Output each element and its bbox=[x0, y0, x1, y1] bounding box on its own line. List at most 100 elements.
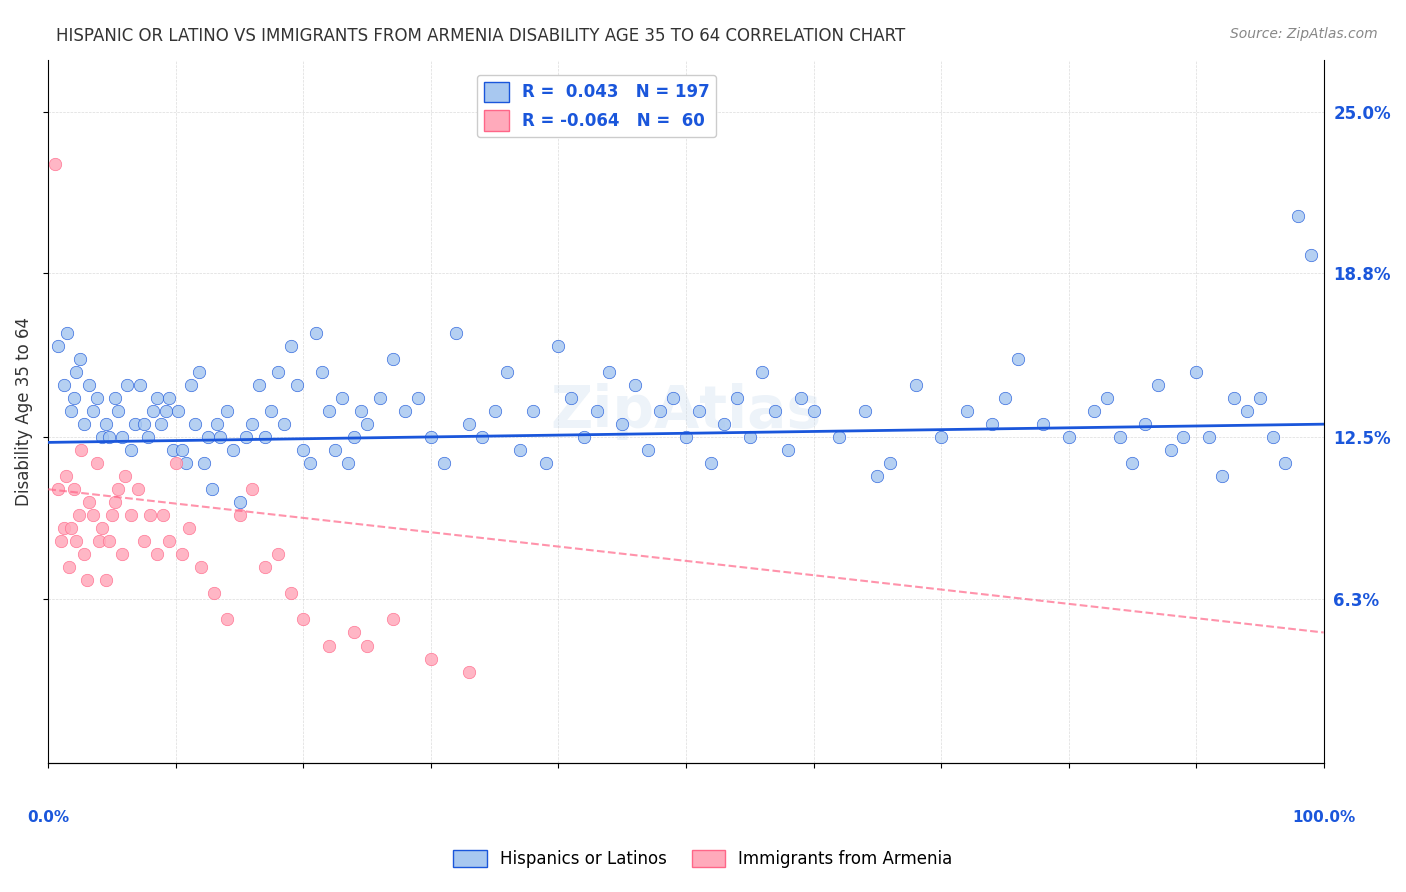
Point bbox=[117, 378, 139, 392]
Point bbox=[955, 404, 977, 418]
Point bbox=[145, 547, 167, 561]
Point bbox=[120, 443, 142, 458]
Point bbox=[56, 326, 79, 340]
Point bbox=[129, 378, 152, 392]
Point bbox=[828, 430, 851, 444]
Point bbox=[111, 430, 134, 444]
Point bbox=[86, 391, 108, 405]
Point bbox=[1083, 404, 1105, 418]
Point bbox=[1261, 430, 1284, 444]
Text: 100.0%: 100.0% bbox=[1292, 810, 1355, 824]
Point bbox=[89, 534, 111, 549]
Point bbox=[77, 495, 100, 509]
Point bbox=[763, 404, 786, 418]
Point bbox=[172, 547, 194, 561]
Point bbox=[82, 508, 104, 523]
Point bbox=[215, 612, 238, 626]
Point bbox=[337, 456, 360, 470]
Point bbox=[94, 574, 117, 588]
Point bbox=[202, 586, 225, 600]
Point bbox=[560, 391, 582, 405]
Point bbox=[292, 612, 315, 626]
Point bbox=[49, 534, 72, 549]
Point bbox=[65, 534, 87, 549]
Point bbox=[104, 391, 127, 405]
Point bbox=[547, 339, 569, 353]
Point bbox=[152, 508, 174, 523]
Point bbox=[240, 417, 263, 432]
Point bbox=[73, 547, 96, 561]
Point bbox=[662, 391, 685, 405]
Point bbox=[1286, 209, 1309, 223]
Point bbox=[94, 417, 117, 432]
Point bbox=[624, 378, 647, 392]
Point bbox=[107, 483, 129, 497]
Point bbox=[458, 665, 481, 679]
Point bbox=[267, 547, 290, 561]
Y-axis label: Disability Age 35 to 64: Disability Age 35 to 64 bbox=[15, 317, 32, 506]
Point bbox=[172, 443, 194, 458]
Point bbox=[174, 456, 197, 470]
Point bbox=[1223, 391, 1246, 405]
Point bbox=[209, 430, 232, 444]
Point bbox=[70, 443, 93, 458]
Point bbox=[98, 430, 121, 444]
Point bbox=[650, 404, 672, 418]
Point bbox=[98, 534, 121, 549]
Point bbox=[458, 417, 481, 432]
Point bbox=[205, 417, 228, 432]
Point bbox=[419, 430, 441, 444]
Point bbox=[180, 378, 202, 392]
Point bbox=[994, 391, 1017, 405]
Point bbox=[1198, 430, 1220, 444]
Point bbox=[167, 404, 190, 418]
Point bbox=[111, 547, 134, 561]
Point bbox=[1211, 469, 1233, 483]
Point bbox=[149, 417, 172, 432]
Point bbox=[356, 417, 378, 432]
Point bbox=[197, 430, 219, 444]
Point bbox=[124, 417, 146, 432]
Point bbox=[1160, 443, 1182, 458]
Point bbox=[1173, 430, 1195, 444]
Point bbox=[159, 534, 181, 549]
Point bbox=[311, 365, 333, 379]
Text: ZipAtlas: ZipAtlas bbox=[550, 383, 821, 440]
Point bbox=[406, 391, 429, 405]
Point bbox=[713, 417, 735, 432]
Point bbox=[247, 378, 270, 392]
Point bbox=[381, 352, 404, 367]
Point bbox=[1095, 391, 1118, 405]
Point bbox=[522, 404, 544, 418]
Point bbox=[165, 456, 187, 470]
Point bbox=[1133, 417, 1156, 432]
Point bbox=[254, 430, 277, 444]
Point bbox=[318, 639, 340, 653]
Point bbox=[120, 508, 142, 523]
Point bbox=[127, 483, 149, 497]
Point bbox=[1249, 391, 1271, 405]
Point bbox=[273, 417, 295, 432]
Point bbox=[381, 612, 404, 626]
Point bbox=[86, 456, 108, 470]
Point bbox=[52, 378, 75, 392]
Point bbox=[612, 417, 634, 432]
Point bbox=[637, 443, 659, 458]
Text: Source: ZipAtlas.com: Source: ZipAtlas.com bbox=[1230, 27, 1378, 41]
Point bbox=[1057, 430, 1080, 444]
Point bbox=[267, 365, 290, 379]
Point bbox=[69, 352, 91, 367]
Point bbox=[509, 443, 531, 458]
Point bbox=[132, 534, 155, 549]
Legend: R =  0.043   N = 197, R = -0.064   N =  60: R = 0.043 N = 197, R = -0.064 N = 60 bbox=[477, 75, 717, 137]
Point bbox=[90, 430, 112, 444]
Point bbox=[240, 483, 263, 497]
Point bbox=[298, 456, 321, 470]
Point bbox=[235, 430, 257, 444]
Point bbox=[280, 339, 302, 353]
Point bbox=[496, 365, 519, 379]
Point bbox=[73, 417, 96, 432]
Point bbox=[1032, 417, 1054, 432]
Point bbox=[155, 404, 177, 418]
Point bbox=[187, 365, 209, 379]
